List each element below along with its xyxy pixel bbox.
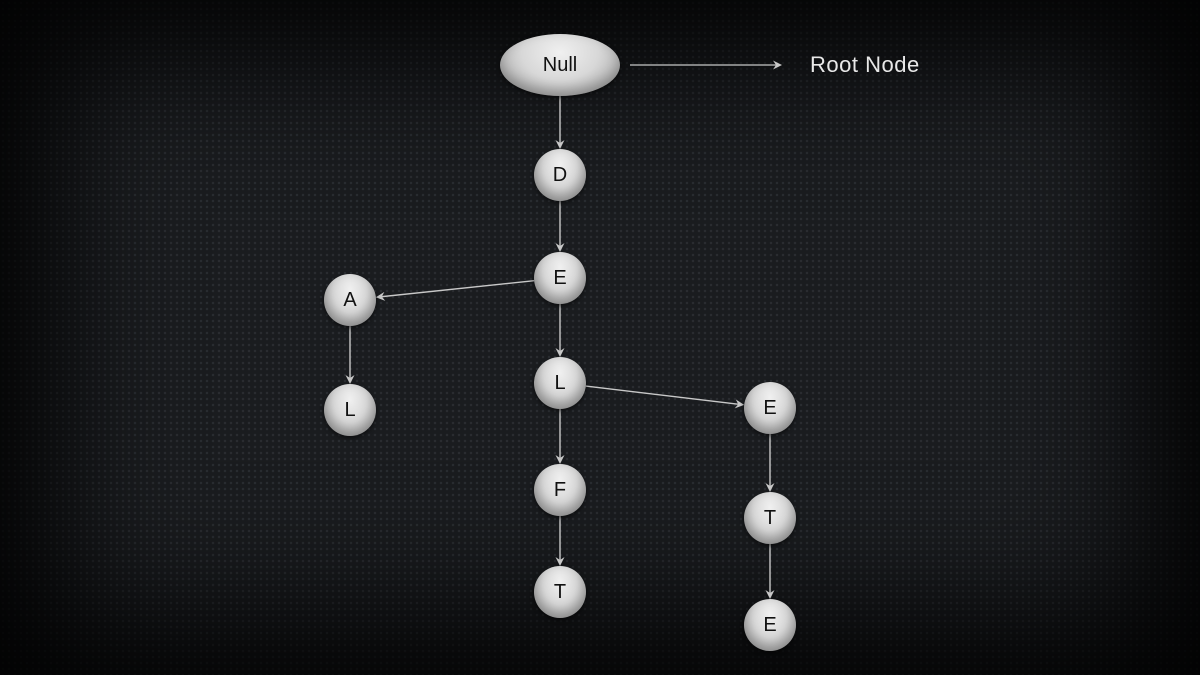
annotation-label: Root Node: [810, 52, 920, 78]
node-label: L: [344, 399, 355, 422]
tree-node: E: [744, 599, 796, 651]
tree-node: T: [534, 566, 586, 618]
node-label: T: [554, 581, 566, 604]
tree-node: L: [534, 357, 586, 409]
node-label: Null: [543, 54, 577, 77]
tree-edge: [586, 386, 742, 405]
tree-edge: [378, 281, 534, 297]
node-label: E: [553, 267, 566, 290]
node-label: F: [554, 479, 566, 502]
tree-node: E: [534, 252, 586, 304]
tree-node: T: [744, 492, 796, 544]
diagram-edges-layer: [0, 0, 1200, 675]
root-node: Null: [500, 34, 620, 96]
node-label: L: [554, 372, 565, 395]
tree-node: F: [534, 464, 586, 516]
tree-node: A: [324, 274, 376, 326]
tree-node: L: [324, 384, 376, 436]
node-label: E: [763, 397, 776, 420]
node-label: D: [553, 164, 567, 187]
node-label: T: [764, 507, 776, 530]
tree-node: D: [534, 149, 586, 201]
node-label: E: [763, 614, 776, 637]
node-label: A: [343, 289, 356, 312]
tree-node: E: [744, 382, 796, 434]
